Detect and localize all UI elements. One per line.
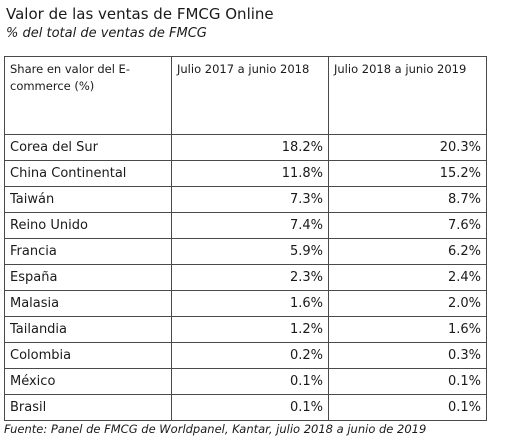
value-cell-2018-2019: 1.6%	[328, 316, 487, 343]
page-subtitle: % del total de ventas de FMCG	[6, 26, 207, 41]
value-cell-2017-2018: 0.1%	[171, 368, 329, 395]
country-cell: Francia	[4, 238, 172, 265]
value-cell-2018-2019: 0.1%	[328, 368, 487, 395]
value-cell-2018-2019: 7.6%	[328, 212, 487, 239]
column-header-period-2017-2018: Julio 2017 a junio 2018	[171, 56, 329, 135]
value-cell-2017-2018: 5.9%	[171, 238, 329, 265]
table-row: Francia 5.9% 6.2%	[4, 238, 487, 265]
page-title: Valor de las ventas de FMCG Online	[6, 5, 274, 23]
table-row: Colombia 0.2% 0.3%	[4, 342, 487, 369]
value-cell-2017-2018: 7.4%	[171, 212, 329, 239]
value-cell-2018-2019: 2.0%	[328, 290, 487, 317]
value-cell-2017-2018: 1.6%	[171, 290, 329, 317]
country-cell: Reino Unido	[4, 212, 172, 239]
table-row: España 2.3% 2.4%	[4, 264, 487, 291]
table-row: Reino Unido 7.4% 7.6%	[4, 212, 487, 239]
source-note: Fuente: Panel de FMCG de Worldpanel, Kan…	[4, 422, 427, 436]
value-cell-2018-2019: 8.7%	[328, 186, 487, 213]
value-cell-2017-2018: 1.2%	[171, 316, 329, 343]
value-cell-2017-2018: 0.2%	[171, 342, 329, 369]
country-cell: Taiwán	[4, 186, 172, 213]
value-cell-2017-2018: 2.3%	[171, 264, 329, 291]
country-cell: Colombia	[4, 342, 172, 369]
table-row: Malasia 1.6% 2.0%	[4, 290, 487, 317]
column-header-metric: Share en valor del E-commerce (%)	[4, 56, 172, 135]
country-cell: España	[4, 264, 172, 291]
table-row: Taiwán 7.3% 8.7%	[4, 186, 487, 213]
country-cell: Malasia	[4, 290, 172, 317]
country-cell: Corea del Sur	[4, 134, 172, 161]
table-row: Brasil 0.1% 0.1%	[4, 394, 487, 421]
value-cell-2017-2018: 0.1%	[171, 394, 329, 421]
value-cell-2018-2019: 6.2%	[328, 238, 487, 265]
value-cell-2018-2019: 15.2%	[328, 160, 487, 187]
value-cell-2017-2018: 11.8%	[171, 160, 329, 187]
value-cell-2017-2018: 7.3%	[171, 186, 329, 213]
country-cell: China Continental	[4, 160, 172, 187]
country-cell: Tailandia	[4, 316, 172, 343]
column-header-period-2018-2019: Julio 2018 a junio 2019	[328, 56, 487, 135]
table-row: Corea del Sur 18.2% 20.3%	[4, 134, 487, 161]
value-cell-2018-2019: 20.3%	[328, 134, 487, 161]
country-cell: Brasil	[4, 394, 172, 421]
table-header-row: Share en valor del E-commerce (%) Julio …	[4, 56, 487, 135]
table-row: México 0.1% 0.1%	[4, 368, 487, 395]
table-row: Tailandia 1.2% 1.6%	[4, 316, 487, 343]
value-cell-2018-2019: 0.3%	[328, 342, 487, 369]
country-cell: México	[4, 368, 172, 395]
value-cell-2018-2019: 2.4%	[328, 264, 487, 291]
value-cell-2017-2018: 18.2%	[171, 134, 329, 161]
ecommerce-share-table: Share en valor del E-commerce (%) Julio …	[4, 56, 487, 421]
value-cell-2018-2019: 0.1%	[328, 394, 487, 421]
table-row: China Continental 11.8% 15.2%	[4, 160, 487, 187]
